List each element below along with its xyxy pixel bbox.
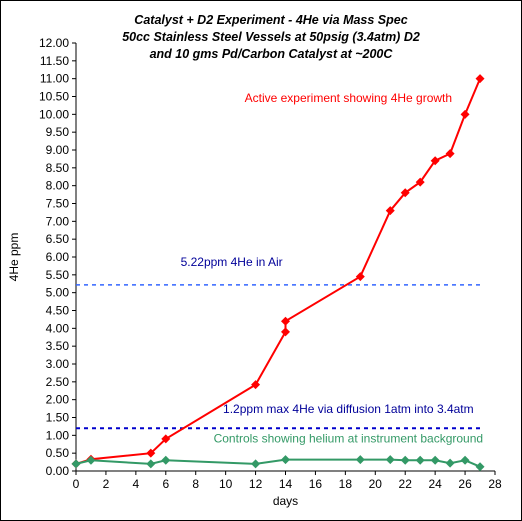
x-tick-label: 12: [249, 477, 263, 491]
data-point-marker: [445, 149, 455, 159]
x-tick-label: 24: [428, 477, 442, 491]
y-tick-label: 6.50: [46, 232, 70, 246]
data-point-marker: [460, 109, 470, 119]
data-point-marker: [281, 327, 290, 337]
chart-title-line-3: and 10 gms Pd/Carbon Catalyst at ~200C: [149, 47, 393, 61]
y-tick-label: 3.50: [46, 339, 70, 353]
data-point-marker: [385, 455, 395, 465]
y-tick-label: 5.00: [46, 286, 70, 300]
y-tick-label: 1.50: [46, 411, 70, 425]
data-point-marker: [475, 462, 485, 472]
data-point-marker: [400, 455, 410, 465]
chart-title-line-2: 50cc Stainless Steel Vessels at 50psig (…: [122, 30, 420, 44]
y-tick-label: 7.50: [46, 197, 70, 211]
y-tick-label: 2.50: [46, 375, 70, 389]
y-tick-label: 4.50: [46, 304, 70, 318]
y-tick-label: 8.50: [46, 161, 70, 175]
x-tick-label: 10: [219, 477, 233, 491]
y-tick-label: 0.50: [46, 446, 70, 460]
y-tick-label: 4.00: [46, 321, 70, 335]
x-tick-label: 22: [399, 477, 413, 491]
data-point-marker: [281, 455, 290, 465]
data-point-marker: [161, 455, 171, 465]
data-point-marker: [415, 455, 425, 465]
data-point-marker: [430, 455, 440, 465]
data-point-marker: [430, 156, 440, 166]
data-point-marker: [355, 272, 365, 282]
y-tick-label: 6.00: [46, 250, 70, 264]
x-tick-label: 26: [458, 477, 472, 491]
data-point-marker: [355, 455, 365, 465]
series-layer: [71, 74, 485, 472]
data-point-marker: [475, 74, 485, 84]
y-tick-label: 11.00: [40, 72, 69, 86]
x-axis-title: days: [273, 494, 298, 508]
x-tick-label: 0: [73, 477, 80, 491]
y-tick-label: 12.00: [39, 36, 69, 50]
y-tick-label: 7.00: [46, 214, 70, 228]
axes-layer: 0.00 0.50 1.00 1.50 2.00 2.50 3.00 3.50 4.00 4.50…: [7, 36, 502, 508]
y-tick-label: 9.50: [46, 125, 70, 139]
y-tick-label: 5.50: [46, 268, 70, 282]
y-tick-label: 8.00: [46, 179, 70, 193]
x-tick-label: 28: [488, 477, 502, 491]
data-point-marker: [251, 459, 261, 469]
data-point-marker: [415, 177, 425, 187]
data-point-marker: [161, 434, 171, 444]
x-tick-label: 4: [133, 477, 140, 491]
x-tick-label: 8: [192, 477, 199, 491]
data-point-marker: [146, 448, 156, 458]
x-tick-label: 6: [162, 477, 169, 491]
y-tick-label: 1.00: [46, 428, 70, 442]
annotations-layer: Active experiment showing 4He growth 5.22…: [181, 91, 483, 446]
x-tick-label: 18: [339, 477, 353, 491]
annotation-label: Controls showing helium at instrument ba…: [214, 431, 483, 445]
y-axis-title: 4He ppm: [7, 233, 21, 282]
y-tick-label: 9.00: [46, 143, 70, 157]
x-tick-label: 20: [369, 477, 383, 491]
data-point-marker: [251, 380, 261, 390]
data-point-marker: [146, 459, 156, 469]
y-tick-label: 0.00: [46, 464, 70, 478]
y-tick-label: 2.00: [46, 393, 70, 407]
chart-title-line-1: Catalyst + D2 Experiment - 4He via Mass …: [134, 13, 408, 27]
y-tick-label: 3.00: [46, 357, 70, 371]
data-point-marker: [445, 458, 455, 468]
x-tick-label: 2: [103, 477, 110, 491]
data-point-marker: [281, 316, 290, 326]
y-tick-label: 10.00: [39, 107, 69, 121]
data-point-marker: [460, 455, 470, 465]
annotation-label: 5.22ppm 4He in Air: [181, 255, 283, 269]
data-point-marker: [400, 188, 410, 198]
reference-lines-layer: [76, 284, 481, 430]
data-point-marker: [385, 206, 395, 216]
x-tick-label: 16: [309, 477, 323, 491]
y-tick-label: 10.50: [39, 90, 69, 104]
annotation-label: 1.2ppm max 4He via diffusion 1atm into 3…: [223, 402, 474, 416]
data-point-marker: [86, 455, 96, 465]
data-point-marker: [71, 459, 81, 469]
annotation-label: Active experiment showing 4He growth: [245, 91, 452, 105]
x-tick-label: 14: [279, 477, 293, 491]
y-tick-label: 11.50: [40, 54, 69, 68]
